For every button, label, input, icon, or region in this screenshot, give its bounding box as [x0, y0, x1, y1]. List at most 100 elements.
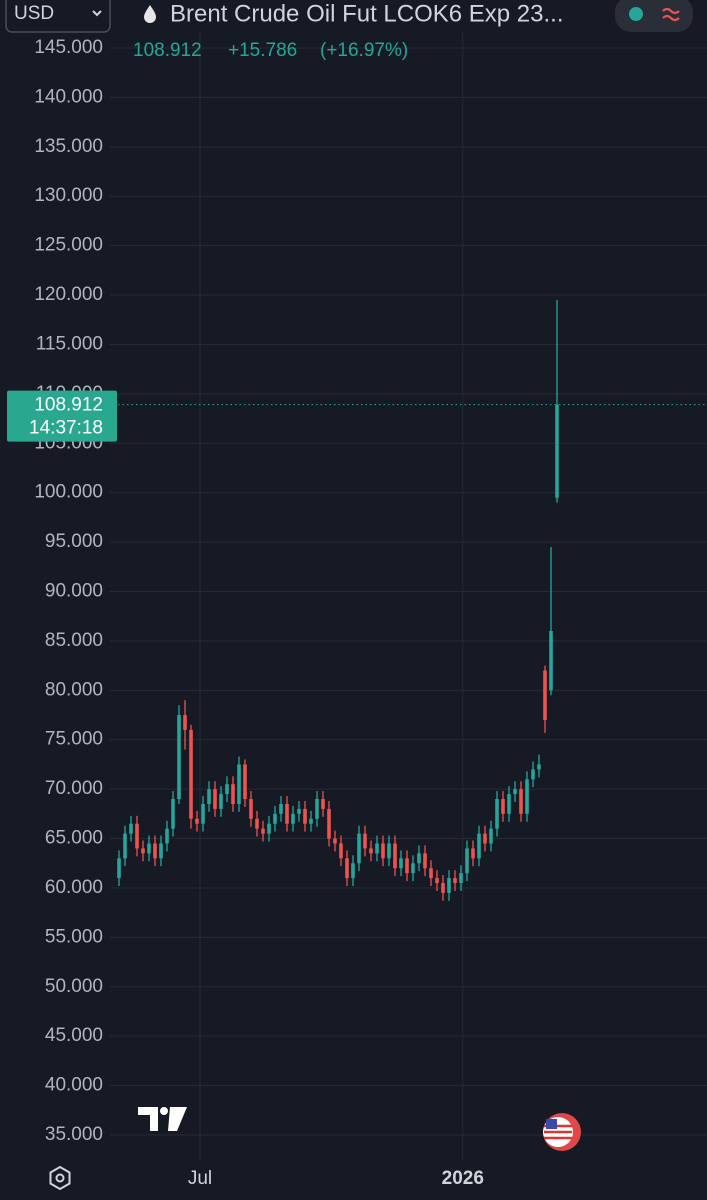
candle-body: [135, 823, 139, 849]
candle-body: [555, 404, 559, 498]
y-tick-label: 65.000: [45, 828, 103, 849]
price-label: 108.912: [34, 395, 103, 416]
candle-body: [363, 833, 367, 849]
candle-body: [381, 843, 385, 859]
candle-body: [243, 764, 247, 800]
candle-body: [321, 799, 325, 809]
pill-bg: [615, 0, 693, 32]
candle-body: [255, 818, 259, 829]
candle-body: [285, 803, 289, 824]
y-tick-label: 130.000: [34, 185, 103, 206]
y-tick-label: 140.000: [34, 86, 103, 107]
candle-body: [123, 833, 127, 859]
candle-body: [441, 883, 445, 893]
candle-body: [345, 858, 349, 879]
dropdown-box: [5, 0, 111, 33]
candle-body: [513, 789, 517, 795]
currency-label: USD: [14, 3, 54, 24]
candle-body: [357, 833, 361, 864]
logo-v: [168, 1107, 187, 1131]
candle-body: [465, 848, 469, 874]
y-tick-label: 125.000: [34, 235, 103, 256]
settings-hex: [49, 1165, 71, 1191]
y-tick-label: 50.000: [45, 976, 103, 997]
legend-change-percent: (+16.97%): [320, 40, 408, 61]
candle-body: [369, 848, 373, 854]
candle-body: [171, 799, 175, 829]
candle-body: [153, 843, 157, 859]
candle-body: [195, 818, 199, 824]
status-pill[interactable]: [615, 0, 693, 32]
candle-body: [273, 813, 277, 824]
candle-body: [117, 858, 121, 879]
candle-body: [309, 818, 313, 824]
candle-body: [435, 878, 439, 884]
candle-body: [411, 863, 415, 874]
y-tick-label: 60.000: [45, 877, 103, 898]
candle-body: [291, 813, 295, 824]
logo-dot: [160, 1107, 168, 1115]
candle-body: [177, 715, 181, 800]
y-tick-label: 40.000: [45, 1075, 103, 1096]
y-tick-label: 145.000: [34, 37, 103, 58]
us-event-flag[interactable]: [543, 1113, 581, 1151]
candle-body: [219, 794, 223, 809]
candle-body: [279, 803, 283, 814]
candle-body: [267, 823, 271, 834]
candle-body: [495, 799, 499, 829]
chevron: [92, 10, 102, 17]
y-tick-label: 55.000: [45, 926, 103, 947]
y-tick-label: 75.000: [45, 729, 103, 750]
wave-icon: [662, 7, 680, 22]
candle-body: [213, 789, 217, 809]
candle-body: [327, 808, 331, 839]
candle-body: [525, 779, 529, 814]
candle-body: [447, 878, 451, 893]
settings-button[interactable]: [49, 1165, 71, 1191]
candle-body: [231, 784, 235, 804]
candle-body: [201, 803, 205, 824]
candle-body: [303, 808, 307, 824]
candle-body: [261, 828, 265, 834]
y-tick-label: 115.000: [36, 333, 103, 354]
candles: [117, 299, 707, 901]
settings-dot: [55, 1173, 65, 1183]
candle-body: [165, 828, 169, 844]
oil-icon: [144, 5, 156, 23]
countdown-label: 14:37:18: [29, 418, 103, 439]
candle-body: [429, 868, 433, 879]
candle-body: [159, 843, 163, 859]
candle-body: [399, 858, 403, 869]
y-tick-label: 35.000: [45, 1124, 103, 1145]
candle-body: [375, 843, 379, 854]
y-tick-label: 90.000: [45, 581, 103, 602]
symbol-title: Brent Crude Oil Fut LCOK6 Exp 23...: [170, 0, 564, 27]
y-tick-label: 85.000: [45, 630, 103, 651]
y-tick-label: 70.000: [45, 778, 103, 799]
y-tick-label: 45.000: [45, 1025, 103, 1046]
candle-body: [453, 878, 457, 884]
x-tick-label: Jul: [188, 1168, 212, 1189]
flag-canton: [546, 1119, 557, 1129]
y-tick-label: 120.000: [34, 284, 103, 305]
axis: 35.000 40.000 45.000 50.000 55.000 60.000 65.0…: [7, 37, 484, 1189]
x-tick-label: 2026: [442, 1168, 484, 1189]
candle-body: [351, 863, 355, 879]
market-dot: [629, 7, 643, 21]
candle-body: [519, 789, 523, 814]
y-tick-label: 100.000: [34, 482, 103, 503]
tradingview-logo: [138, 1107, 187, 1131]
candle-body: [189, 729, 193, 819]
candle-body: [477, 833, 481, 859]
candle-body: [489, 828, 493, 844]
candle-body: [183, 715, 187, 730]
y-tick-label: 95.000: [45, 531, 103, 552]
candle-body: [405, 858, 409, 874]
currency-dropdown[interactable]: USD: [5, 0, 111, 33]
candle-body: [225, 784, 229, 795]
candle-body: [549, 631, 553, 691]
candle-body: [459, 873, 463, 884]
candle-body: [237, 764, 241, 804]
